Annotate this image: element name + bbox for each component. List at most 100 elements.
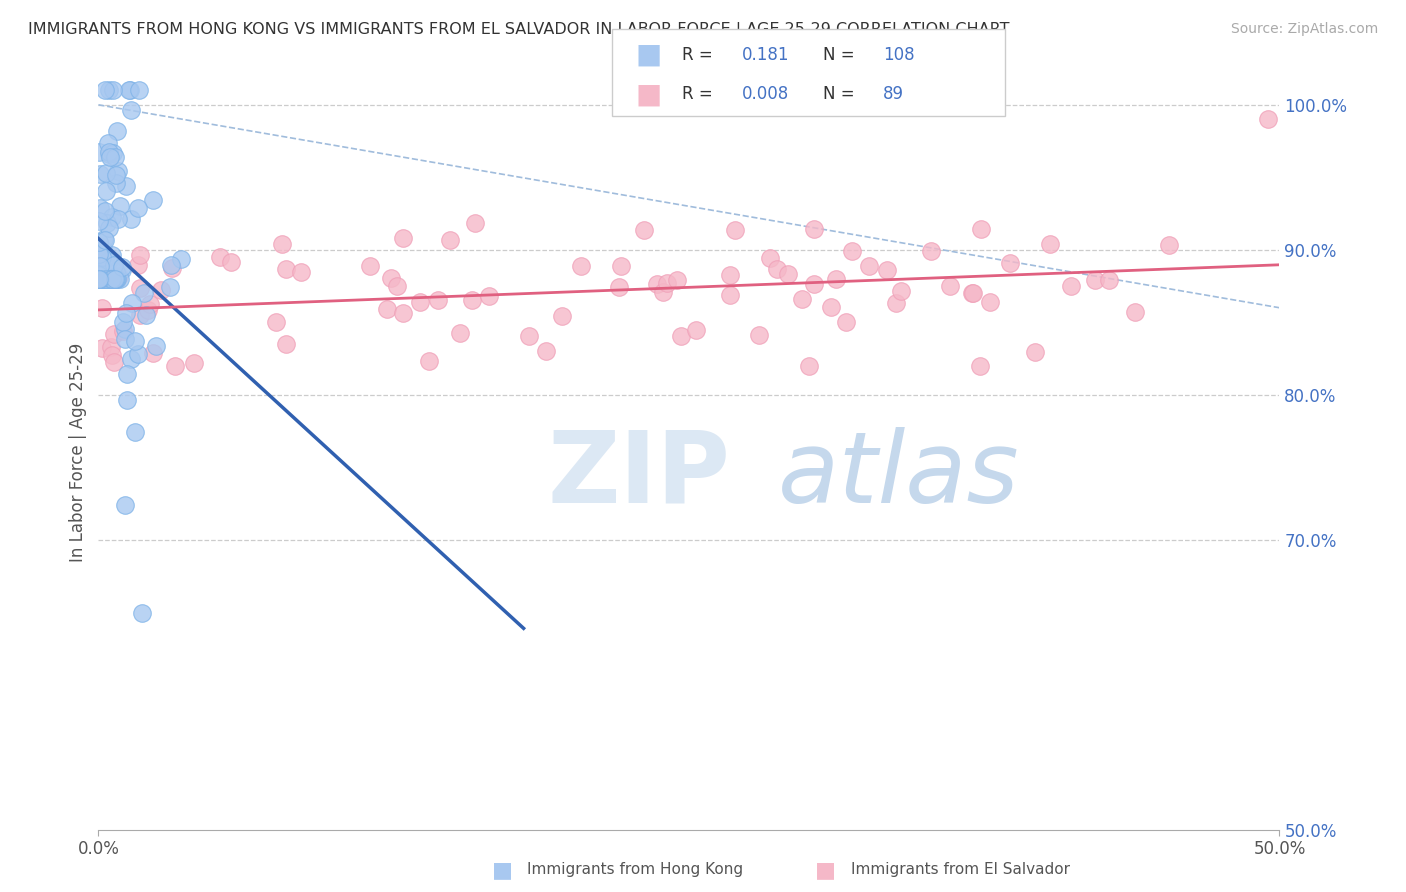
Point [666,273,689,287]
Point [759,251,782,265]
Point [87,271,110,285]
Text: R =: R = [682,86,713,103]
Point [90,271,112,285]
Point [104,150,127,164]
Point [129,281,152,295]
Point [105,271,128,285]
Point [87,267,110,281]
Point [163,359,186,373]
Point [290,264,312,278]
Point [439,233,461,247]
Point [98,83,121,97]
Point [91,342,114,356]
Point [380,271,402,285]
Point [89,271,111,285]
Point [104,271,127,285]
Point [89,246,111,260]
Point [91,271,114,285]
Point [96,216,118,230]
Text: R =: R = [682,46,713,64]
Point [131,606,153,620]
Point [478,288,501,302]
Text: ■: ■ [815,860,837,880]
Point [100,271,122,285]
Point [103,271,125,285]
Point [90,271,112,285]
Point [551,310,574,324]
Point [803,277,825,291]
Text: 108: 108 [883,46,914,64]
Point [114,332,136,346]
Point [170,252,193,266]
Point [111,315,134,329]
Point [569,259,592,273]
Point [89,145,111,159]
Point [93,271,115,285]
Point [98,271,121,285]
Point [89,271,111,285]
Text: 89: 89 [883,86,904,103]
Point [387,278,409,293]
Point [103,255,125,269]
Point [160,258,183,272]
Point [1060,279,1083,293]
Point [765,262,787,277]
Text: IMMIGRANTS FROM HONG KONG VS IMMIGRANTS FROM EL SALVADOR IN LABOR FORCE | AGE 25: IMMIGRANTS FROM HONG KONG VS IMMIGRANTS … [28,22,1010,38]
Point [114,322,136,336]
Point [142,194,165,208]
Point [101,271,124,285]
Point [103,355,125,369]
Point [101,271,124,285]
Point [89,268,111,283]
Point [94,271,117,285]
Point [94,251,117,265]
Point [1098,273,1121,287]
Point [108,271,131,285]
Point [104,271,127,285]
Point [93,271,115,285]
Point [375,302,398,317]
Point [517,328,540,343]
Point [970,222,993,236]
Point [219,255,242,269]
Point [720,268,742,282]
Point [94,233,117,247]
Point [669,329,692,343]
Point [142,346,165,360]
Point [633,223,655,237]
Point [115,367,138,381]
Point [90,271,112,285]
Point [835,315,858,329]
Point [104,265,127,279]
Point [124,425,146,439]
Point [101,211,124,225]
Point [94,204,117,219]
Point [100,271,122,285]
Point [841,244,863,259]
Point [93,232,115,246]
Point [858,259,880,273]
Text: Source: ZipAtlas.com: Source: ZipAtlas.com [1230,22,1378,37]
Point [610,259,633,273]
Point [89,201,111,215]
Point [409,294,432,309]
Point [96,271,118,285]
Point [129,309,152,323]
Point [101,248,124,262]
Point [150,283,173,297]
Point [89,271,111,285]
Point [803,221,825,235]
Text: ZIP: ZIP [547,426,730,524]
Point [87,214,110,228]
Point [1039,236,1062,251]
Point [91,271,114,285]
Point [1159,237,1181,252]
Point [797,359,820,373]
Text: ■: ■ [636,80,662,108]
Point [90,250,112,264]
Point [1125,305,1147,319]
Point [264,315,287,329]
Point [105,271,128,285]
Point [962,285,984,300]
Point [94,271,117,285]
